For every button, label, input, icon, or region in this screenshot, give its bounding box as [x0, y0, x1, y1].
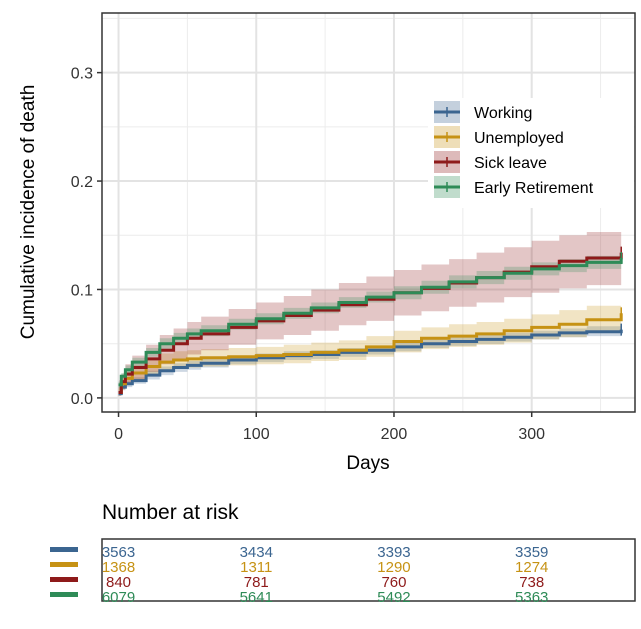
risk-cell: 6079 — [102, 589, 135, 606]
risk-row-key-1 — [50, 562, 78, 567]
risk-cell: 3563 — [102, 544, 135, 561]
risk-table-title: Number at risk — [102, 501, 239, 524]
risk-cell: 3359 — [515, 544, 548, 561]
x-axis-title: Days — [346, 453, 389, 474]
legend-label-0: Working — [474, 105, 532, 122]
x-tick-label: 100 — [243, 426, 270, 443]
legend-label-1: Unemployed — [474, 130, 564, 147]
risk-cell: 1311 — [240, 559, 272, 576]
y-tick-label: 0.1 — [71, 282, 93, 299]
risk-cell: 781 — [244, 574, 269, 591]
plot-panel-border — [101, 12, 636, 413]
y-axis-title: Cumulative incidence of death — [18, 85, 39, 340]
series-line-3 — [118, 258, 623, 387]
risk-cell: 3393 — [377, 544, 410, 561]
y-axis-ticks: 0.0 0.1 0.2 0.3 — [71, 66, 102, 408]
risk-cell: 1274 — [515, 559, 548, 576]
risk-cell: 5492 — [377, 589, 410, 606]
risk-cell: 840 — [106, 574, 131, 591]
gridlines — [102, 13, 635, 412]
y-tick-label: 0.3 — [71, 66, 93, 83]
risk-table: 3563 3434 3393 3359 1368 1311 1290 1274 840 781 76… — [50, 544, 548, 606]
x-axis-ticks: 0 100 200 300 — [114, 412, 545, 443]
risk-cell: 3434 — [240, 544, 273, 561]
risk-row-key-3 — [50, 592, 78, 597]
confidence-band-0 — [118, 324, 622, 396]
risk-cell: 5363 — [515, 589, 548, 606]
risk-cell: 1290 — [377, 559, 410, 576]
legend-background — [428, 98, 634, 208]
risk-row-key-0 — [50, 547, 78, 552]
legend-label-2: Sick leave — [474, 155, 547, 172]
risk-row-key-2 — [50, 577, 78, 582]
x-tick-label: 0 — [114, 426, 123, 443]
y-tick-label: 0.2 — [71, 174, 93, 191]
legend-label-3: Early Retirement — [474, 180, 594, 197]
series-lines — [118, 246, 623, 396]
risk-cell: 760 — [381, 574, 406, 591]
risk-cell: 1368 — [102, 559, 135, 576]
risk-table-border — [101, 538, 636, 602]
y-tick-label: 0.0 — [71, 391, 93, 408]
legend: Working Unemployed Sick leave Early Retirem… — [428, 98, 634, 208]
x-tick-label: 200 — [381, 426, 408, 443]
risk-cell: 5641 — [240, 589, 273, 606]
risk-cell: 738 — [519, 574, 544, 591]
x-tick-label: 300 — [518, 426, 545, 443]
confidence-band-2 — [118, 226, 622, 396]
